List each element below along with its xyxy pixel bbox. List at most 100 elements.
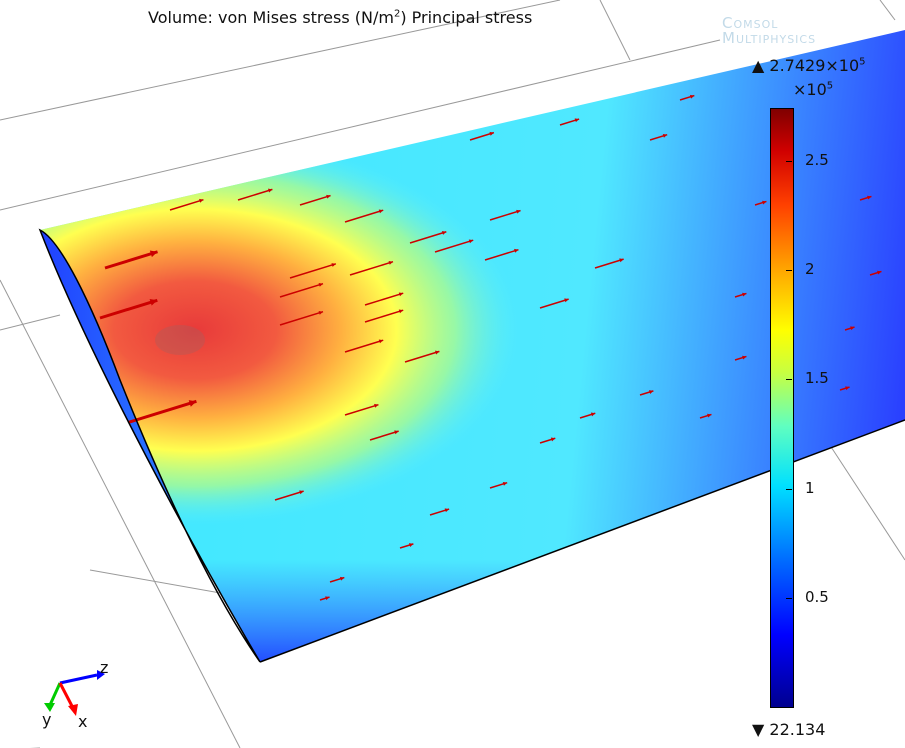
stress-arrow <box>539 298 569 309</box>
stress-arrowhead <box>398 309 404 314</box>
colorbar-tick-mark <box>786 379 792 381</box>
comsol-watermark-logo: Comsol Multiphysics <box>722 14 817 47</box>
stress-arrowhead <box>514 248 519 253</box>
stress-arrowhead <box>188 400 197 407</box>
stress-arrow <box>299 194 331 206</box>
stress-arrowhead <box>877 270 882 275</box>
stress-arrow <box>469 131 495 141</box>
stress-arrow <box>369 430 399 441</box>
stress-arrowhead <box>299 490 304 495</box>
stress-arrowhead <box>378 209 384 214</box>
colorbar-tick-mark <box>786 488 792 490</box>
colorbar-tick-label: 2 <box>805 260 815 279</box>
colorbar <box>770 108 794 708</box>
max-value: 2.7429×10 <box>769 56 860 75</box>
stress-arrowhead <box>434 350 440 355</box>
stress-arrowhead <box>742 355 747 360</box>
stress-arrow <box>289 263 337 279</box>
min-value: 22.134 <box>769 720 826 739</box>
principal-stress-arrows <box>99 94 882 601</box>
axis-label-z: z <box>100 658 109 677</box>
colorbar-multiplier: ×105 <box>793 80 833 99</box>
stress-arrow <box>489 209 521 221</box>
colorbar-tick-label: 1.5 <box>805 369 829 388</box>
colorbar-tick-mark <box>786 161 792 163</box>
stress-arrowhead <box>516 209 521 214</box>
stress-arrowhead <box>590 412 596 417</box>
stress-arrowhead <box>444 508 450 513</box>
stress-arrowhead <box>845 386 850 391</box>
stress-arrow <box>104 250 158 270</box>
stress-arrow <box>594 258 624 269</box>
plot-title: Volume: von Mises stress (N/m2) Principa… <box>148 8 532 27</box>
stress-arrowhead <box>378 339 384 344</box>
stress-arrow <box>344 403 379 416</box>
stress-arrowhead <box>331 263 336 267</box>
stress-arrowhead <box>850 326 855 331</box>
stress-arrow <box>279 282 324 298</box>
stress-arrowhead <box>502 481 508 486</box>
stress-arrowhead <box>318 282 323 287</box>
stress-arrow <box>119 399 197 427</box>
multiplier-text: ×10 <box>793 80 827 99</box>
stress-arrowhead <box>325 596 330 601</box>
stress-arrowhead <box>199 198 204 203</box>
stress-arrow <box>364 292 404 306</box>
stress-arrow <box>349 260 394 276</box>
stress-arrow <box>434 239 474 253</box>
stress-arrowhead <box>574 118 580 123</box>
axis-label-y: y <box>42 710 52 729</box>
stress-arrowhead <box>489 131 494 136</box>
triangle-up-icon: ▲ <box>752 56 765 75</box>
colorbar-max-label: ▲ 2.7429×105 <box>752 56 866 75</box>
stress-arrowhead <box>326 194 331 199</box>
title-sup: 2 <box>393 8 401 20</box>
stress-arrow <box>99 298 158 320</box>
stress-arrow <box>274 490 304 501</box>
triangle-down-icon: ▼ <box>752 720 765 739</box>
stress-arrowhead <box>149 250 158 258</box>
max-exp: 5 <box>859 56 866 68</box>
stress-arrowhead <box>374 403 379 408</box>
stress-arrowhead <box>619 258 624 263</box>
stress-arrowhead <box>267 188 273 193</box>
colorbar-tick-mark <box>786 597 792 599</box>
stress-arrow <box>344 339 384 353</box>
stress-arrowhead <box>707 413 712 418</box>
stress-arrowhead <box>388 260 393 265</box>
stress-arrow <box>484 248 519 261</box>
stress-arrowhead <box>564 298 569 303</box>
stress-arrowhead <box>762 200 767 205</box>
axis-label-x: x <box>78 712 88 731</box>
stress-arrowhead <box>441 231 447 235</box>
colorbar-tick-label: 1 <box>805 478 815 497</box>
stress-arrowhead <box>408 543 414 547</box>
stress-arrowhead <box>318 310 323 315</box>
colorbar-min-label: ▼ 22.134 <box>752 720 825 739</box>
stress-arrowhead <box>468 239 474 244</box>
stress-arrowhead <box>648 390 654 394</box>
stress-arrowhead <box>339 576 345 581</box>
stress-arrow <box>344 209 384 223</box>
stress-arrowhead <box>398 292 404 297</box>
title-text: Volume: von Mises stress (N/m <box>148 8 394 27</box>
stress-arrowhead <box>149 298 158 306</box>
title-tail: ) Principal stress <box>400 8 533 27</box>
stress-arrow <box>404 350 440 363</box>
stress-arrow <box>169 198 204 211</box>
stress-arrow <box>409 231 447 244</box>
wing-outline <box>38 228 905 663</box>
multiplier-exp: 5 <box>826 80 834 92</box>
stress-arrowhead <box>742 292 747 297</box>
stress-arrow <box>364 309 404 323</box>
stress-arrowhead <box>689 94 695 99</box>
stress-arrow <box>279 310 324 326</box>
stress-arrow <box>237 188 273 201</box>
colorbar-tick-label: 2.5 <box>805 151 829 170</box>
stress-arrowhead <box>662 133 668 138</box>
axes-triad <box>44 670 105 716</box>
stress-arrowhead <box>550 437 556 442</box>
stress-arrowhead <box>867 195 872 200</box>
